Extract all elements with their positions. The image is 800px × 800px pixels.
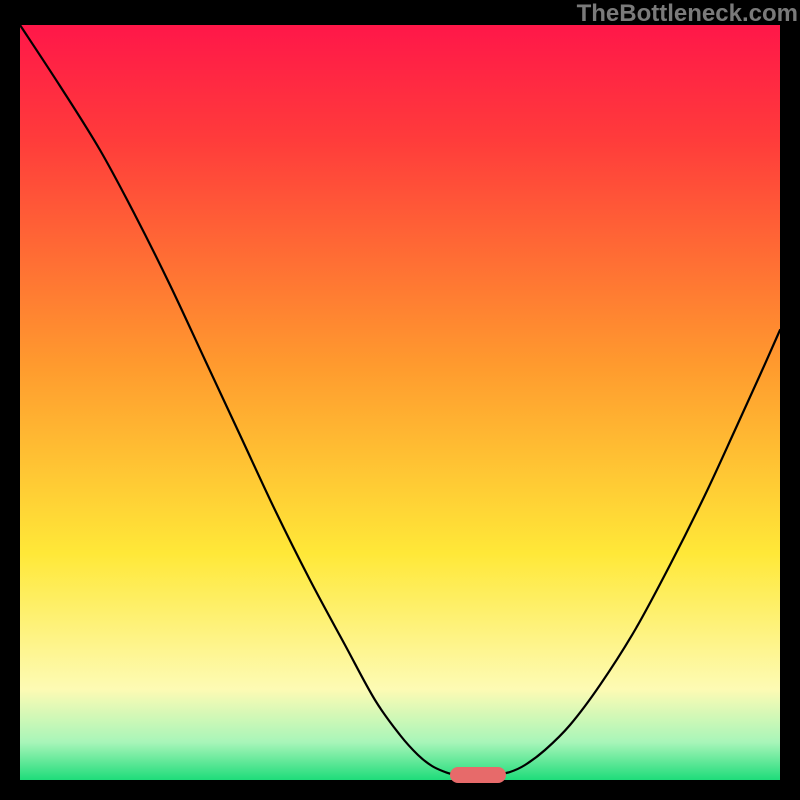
chart-root: TheBottleneck.com <box>0 0 800 800</box>
bottleneck-plot-area <box>20 25 780 780</box>
watermark-text: TheBottleneck.com <box>577 0 798 28</box>
bottleneck-curve-left <box>20 25 455 775</box>
bottleneck-curve-right <box>495 330 780 775</box>
bottleneck-marker <box>450 767 506 783</box>
curve-layer <box>0 0 800 800</box>
